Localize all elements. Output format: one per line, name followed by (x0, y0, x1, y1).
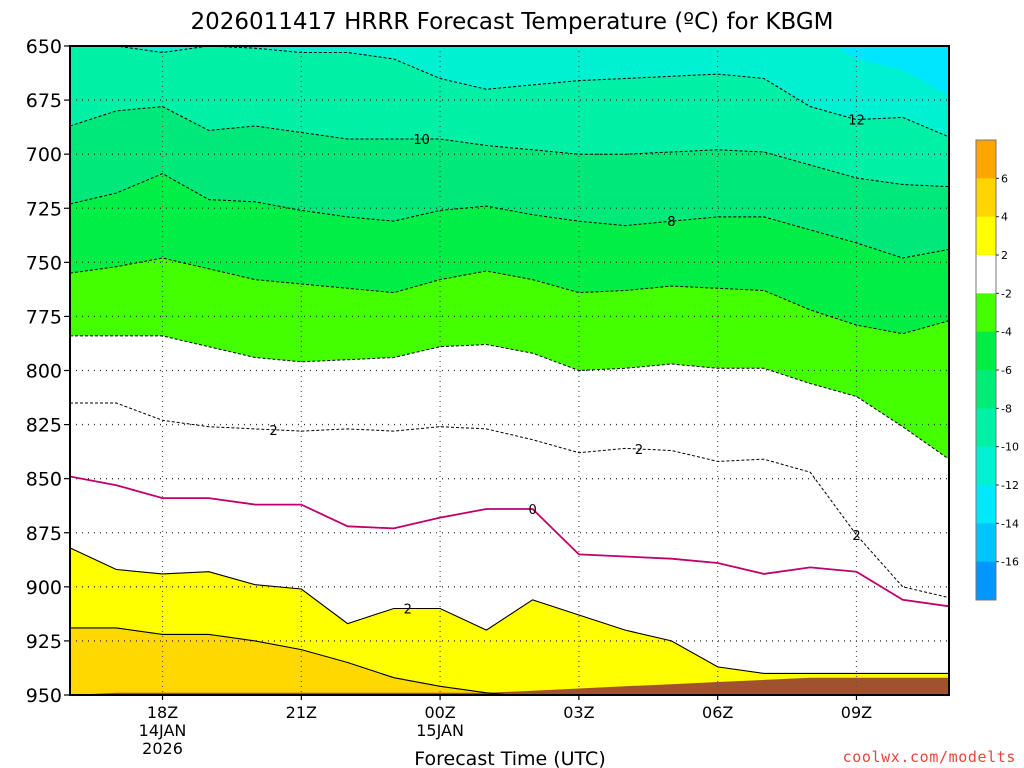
contour-label-6: 0 (528, 503, 536, 518)
legend-swatch-3 (976, 255, 996, 294)
plot-fills (70, 46, 949, 695)
isotherm-line--6 (70, 257, 949, 335)
legend-label-6: 6 (1001, 172, 1008, 185)
legend-label--2: -2 (1001, 287, 1012, 300)
y-tick-label-900: 900 (26, 577, 62, 599)
chart-title: 2026011417 HRRR Forecast Temperature (ºC… (190, 9, 833, 35)
isotherm-line-4 (70, 627, 516, 695)
legend-label--14: -14 (1001, 517, 1019, 530)
y-tick-label-650: 650 (26, 36, 62, 58)
legend-label-4: 4 (1001, 211, 1008, 224)
y-tick-label-950: 950 (26, 685, 62, 707)
ground-fill (70, 677, 949, 695)
legend-label--6: -6 (1001, 364, 1012, 377)
y-axis: 650 675 700 725 750 775 800 825 850 875 900 925 950 (26, 36, 70, 707)
y-tick-label-825: 825 (26, 415, 62, 437)
plot-grid (70, 46, 949, 695)
isotherm-line-0 (70, 475, 949, 608)
legend-swatch-4 (976, 293, 996, 333)
x-tick-label-00Z-2: 15JAN (416, 721, 464, 740)
x-tick-label-18Z-1: 18Z (147, 703, 178, 722)
x-tick-label-09Z-1: 09Z (841, 703, 872, 722)
y-tick-label-775: 775 (26, 306, 62, 328)
color-legend: 6 4 2 -2 -4 -6 -8 -10 -12 -14 -16 (975, 139, 1019, 601)
contour-label-5: 2 (852, 529, 860, 544)
isotherm-line--2 (70, 402, 949, 599)
x-tick-label-18Z-3: 2026 (142, 739, 183, 758)
x-tick-label-18Z-2: 14JAN (139, 721, 187, 740)
isotherm-line--4 (70, 335, 949, 460)
legend-label--8: -8 (1001, 402, 1012, 415)
legend-label-2: 2 (1001, 249, 1008, 262)
contour-label-3: 2 (269, 424, 277, 439)
y-tick-label-750: 750 (26, 252, 62, 274)
legend-swatch-2 (976, 216, 996, 256)
y-tick-label-675: 675 (26, 90, 62, 112)
plot-lines (70, 46, 949, 695)
legend-label--16: -16 (1001, 556, 1019, 569)
x-tick-label-03Z-1: 03Z (563, 703, 594, 722)
x-tick-label-00Z-1: 00Z (424, 703, 455, 722)
legend-swatch-6 (976, 370, 996, 409)
y-tick-label-850: 850 (26, 469, 62, 491)
x-tick-label-21Z-1: 21Z (286, 703, 317, 722)
legend-swatch-9 (976, 485, 996, 524)
credit-text[interactable]: coolwx.com/modelts (843, 748, 1016, 766)
isotherm-line--8 (70, 173, 949, 259)
legend-swatch-7 (976, 408, 996, 448)
legend-swatch-10 (976, 523, 996, 563)
legend-label--10: -10 (1001, 441, 1019, 454)
y-tick-label-700: 700 (26, 144, 62, 166)
legend-label--12: -12 (1001, 479, 1019, 492)
legend-label--4: -4 (1001, 326, 1012, 339)
plot-labels: 10 8 12 2 2 2 0 2 (269, 114, 864, 618)
fill-band-below-4 (70, 627, 510, 695)
y-tick-label-925: 925 (26, 631, 62, 653)
y-tick-label-725: 725 (26, 198, 62, 220)
contour-label-4: 2 (635, 443, 643, 458)
y-tick-label-800: 800 (26, 361, 62, 383)
legend-swatch-1 (976, 178, 996, 218)
legend-swatch-11 (976, 561, 996, 601)
y-tick-label-875: 875 (26, 523, 62, 545)
x-tick-label-06Z-1: 06Z (702, 703, 733, 722)
legend-swatch-8 (976, 446, 996, 486)
x-axis-label: Forecast Time (UTC) (414, 748, 605, 768)
isotherm-line-2 (70, 547, 949, 674)
legend-swatch-5 (976, 331, 996, 371)
contour-label-0: 10 (413, 133, 430, 148)
contour-label-1: 8 (667, 215, 675, 230)
contour-label-7: 2 (404, 602, 412, 617)
contour-label-2: 12 (848, 114, 865, 129)
legend-swatch-0 (976, 140, 996, 179)
